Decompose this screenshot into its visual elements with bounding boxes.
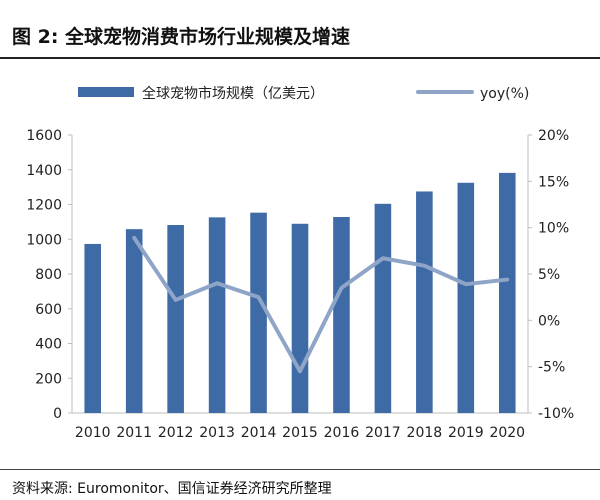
bar-2018 — [416, 191, 433, 413]
x-tick-label: 2020 — [489, 425, 525, 441]
left-y-axis: 0 200 400 600 800 1000 1200 1400 1600 — [26, 128, 73, 422]
bar-2013 — [208, 217, 226, 413]
x-tick-label: 2017 — [365, 425, 401, 441]
figure-title: 图 2: 全球宠物消费市场行业规模及增速 — [12, 26, 351, 48]
bar-2016 — [333, 217, 350, 413]
bar-2017 — [374, 203, 392, 413]
x-tick-label: 2015 — [282, 425, 318, 441]
yoy-line — [132, 235, 510, 374]
x-axis: 2010 2011 2012 2013 2014 2015 2016 2017 2018 2019… — [72, 412, 528, 441]
right-tick-label: 20% — [538, 128, 569, 144]
title-divider — [0, 57, 600, 59]
bar-2015 — [291, 223, 309, 413]
left-tick-label: 0 — [53, 406, 62, 422]
x-tick-label: 2018 — [407, 425, 443, 441]
left-tick-label: 1200 — [26, 198, 62, 214]
bar-2020 — [498, 172, 516, 413]
x-tick-label: 2011 — [116, 425, 152, 441]
source-divider — [0, 469, 600, 470]
x-tick-label: 2012 — [158, 425, 194, 441]
right-y-axis: -10% -5% 0% 5% 10% 15% 20% — [527, 128, 574, 422]
bar-2014 — [250, 212, 267, 413]
left-tick-label: 1400 — [26, 163, 62, 179]
right-tick-label: 5% — [538, 267, 560, 283]
legend-bar-label: 全球宠物市场规模（亿美元） — [142, 85, 324, 102]
left-tick-label: 200 — [35, 371, 62, 387]
chart-canvas: 全球宠物市场规模（亿美元） yoy(%) 0 200 400 600 800 1000 120… — [26, 85, 574, 441]
bar-2012 — [167, 225, 184, 413]
right-tick-label: -10% — [538, 406, 574, 422]
yoy-line-series — [132, 235, 510, 374]
x-tick-label: 2016 — [324, 425, 360, 441]
source-note: 资料来源: Euromonitor、国信证券经济研究所整理 — [12, 481, 332, 497]
left-tick-label: 800 — [35, 267, 62, 283]
legend-line-label: yoy(%) — [480, 86, 529, 102]
legend-bar-swatch — [78, 87, 134, 97]
x-tick-label: 2014 — [241, 425, 277, 441]
bar-2010 — [84, 243, 102, 413]
left-tick-label: 400 — [35, 337, 62, 353]
right-tick-label: 15% — [538, 174, 569, 190]
right-tick-label: 0% — [538, 313, 560, 329]
x-tick-label: 2013 — [199, 425, 235, 441]
figure-header: 图 2: 全球宠物消费市场行业规模及增速 — [0, 0, 600, 59]
x-tick-label: 2019 — [448, 425, 484, 441]
right-tick-label: 10% — [538, 221, 569, 237]
bar-2019 — [457, 182, 475, 413]
left-tick-label: 1000 — [26, 232, 62, 248]
left-tick-label: 600 — [35, 302, 62, 318]
chart-legend: 全球宠物市场规模（亿美元） yoy(%) — [78, 85, 529, 102]
bar-series — [84, 172, 516, 413]
bar-2011 — [125, 229, 143, 413]
left-tick-label: 1600 — [26, 128, 62, 144]
x-tick-label: 2010 — [75, 425, 111, 441]
right-tick-label: -5% — [538, 360, 565, 376]
